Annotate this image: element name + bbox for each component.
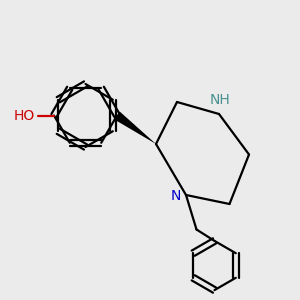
Text: HO: HO — [14, 109, 35, 122]
Text: N: N — [171, 190, 181, 203]
Polygon shape — [114, 112, 156, 144]
Text: NH: NH — [209, 93, 230, 107]
